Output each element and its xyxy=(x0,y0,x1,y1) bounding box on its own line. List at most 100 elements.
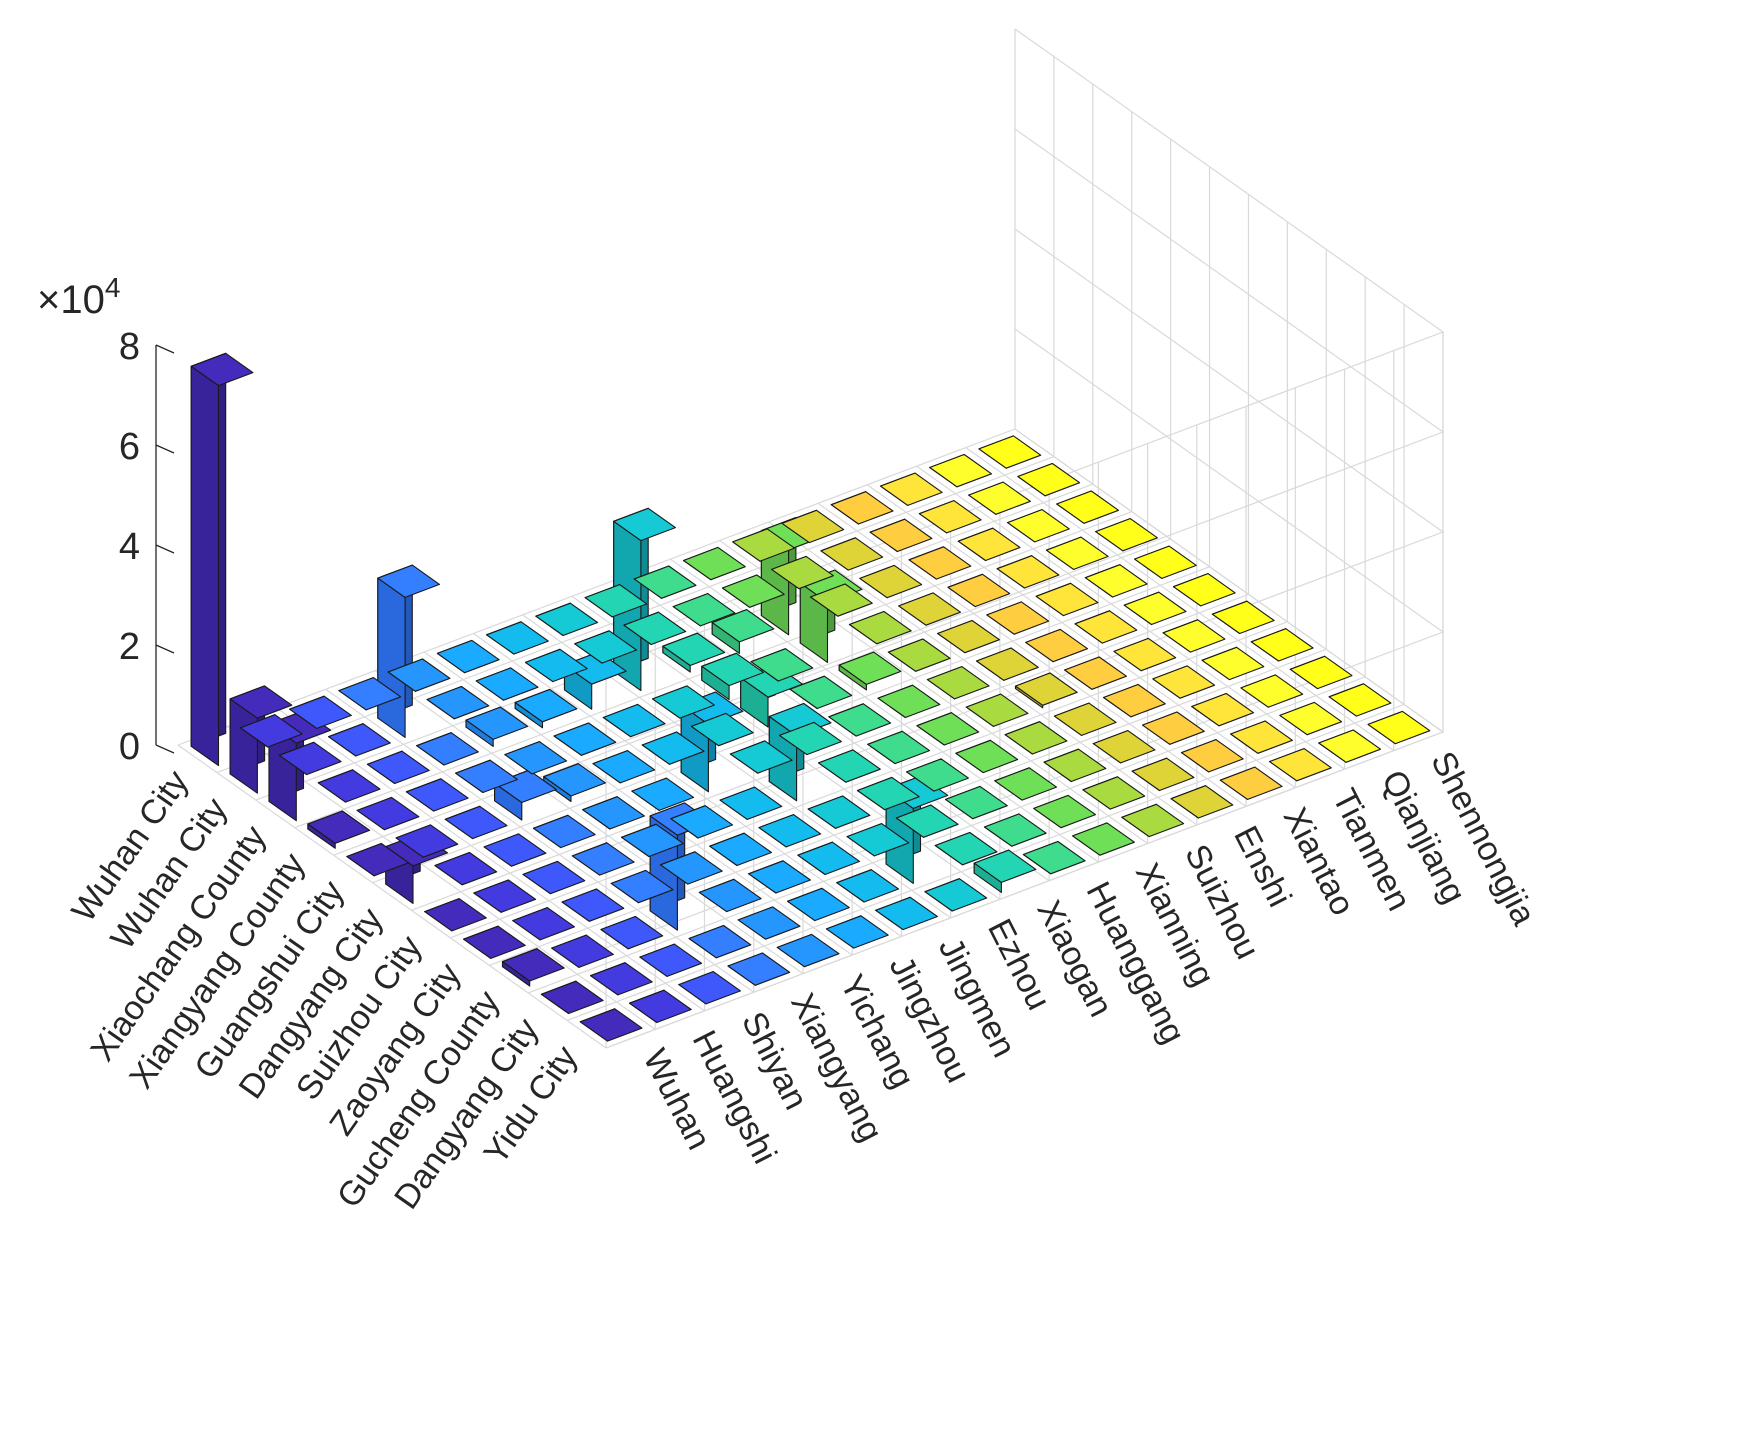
bar-face-top xyxy=(1045,536,1109,570)
bar-10-5 xyxy=(825,915,889,949)
bar-face-top xyxy=(1250,628,1314,662)
bar-1-2 xyxy=(328,723,391,757)
bar-7-2 xyxy=(561,888,625,922)
bar-8-8 xyxy=(895,804,959,838)
bar-4-2 xyxy=(444,805,508,840)
bar-0-8 xyxy=(584,584,648,618)
bar-3-0 xyxy=(307,810,371,849)
bar-9-11 xyxy=(1082,776,1146,810)
grid-line-floor-col-12 xyxy=(768,521,1198,826)
bar-face-top xyxy=(1328,683,1392,717)
bar-9-9 xyxy=(983,813,1047,847)
bar-8-11 xyxy=(1043,748,1107,783)
bar-face-top xyxy=(1074,610,1138,644)
bar-10-16 xyxy=(1367,710,1431,745)
bar-7-8 xyxy=(856,776,920,811)
bar-face-top xyxy=(553,722,617,756)
bar-3-8 xyxy=(701,652,765,701)
bar-face-top xyxy=(395,824,459,858)
bar-7-0 xyxy=(463,925,526,959)
bar-face-top xyxy=(1092,730,1156,764)
bar-face-top xyxy=(1043,748,1107,783)
bar-3-4 xyxy=(504,741,568,775)
bar-face-top xyxy=(416,732,479,766)
bar-3-13 xyxy=(947,573,1011,608)
bar-3-3 xyxy=(455,759,518,794)
bar-face-top xyxy=(976,647,1039,681)
axis-layer: 0 2 4 6 8 xyxy=(119,326,175,768)
bar-face-top xyxy=(1017,462,1081,497)
bar-face-top xyxy=(688,924,752,959)
bar-face-top xyxy=(859,564,923,599)
grid-line-floor-col-10 xyxy=(670,558,1099,863)
z-tick-label-2: 2 xyxy=(119,626,140,668)
bar-face-top xyxy=(475,667,539,701)
bar-face-top xyxy=(846,823,910,857)
bar-8-9 xyxy=(945,785,1008,820)
bar-face-top xyxy=(356,796,420,831)
grid-line-floor-col-4 xyxy=(374,670,804,975)
bar-face-top xyxy=(957,527,1021,562)
bar-7-10 xyxy=(955,739,1019,774)
bar-face-top xyxy=(1056,490,1120,524)
z-exponent-label: ×104 xyxy=(37,272,120,322)
grid-line-z-8 xyxy=(605,28,1445,649)
bar-face-top xyxy=(729,740,793,774)
bar-2-15 xyxy=(1007,509,1070,543)
bar-6-9 xyxy=(867,730,931,765)
bar-4-16 xyxy=(1134,545,1197,579)
bar-0-3 xyxy=(338,677,402,711)
grid-line-floor-col-9 xyxy=(620,577,1050,882)
bar-face-top xyxy=(1180,739,1244,773)
bar-face-top xyxy=(683,546,746,581)
bar-face-top xyxy=(838,651,902,685)
bar-face-top xyxy=(701,652,765,687)
bar-7-13 xyxy=(1103,683,1166,718)
grid-line-floor-col-5 xyxy=(423,651,853,956)
z-tick-label-4: 4 xyxy=(119,526,140,568)
bar-1-13 xyxy=(869,518,933,553)
bar-5-12 xyxy=(976,647,1039,681)
bar-10-13 xyxy=(1219,766,1283,800)
bar-face-top xyxy=(1170,785,1234,819)
bar-10-4 xyxy=(776,933,840,968)
bar-face-top xyxy=(848,610,912,645)
bar-8-14 xyxy=(1191,692,1255,727)
bar-2-1 xyxy=(317,769,381,803)
grid-line-floor-col-0 xyxy=(177,744,607,1049)
bar-3-11 xyxy=(848,610,912,645)
bar-face-top xyxy=(631,777,695,811)
bar-face-top xyxy=(307,810,371,844)
bar-2-2 xyxy=(366,750,430,785)
bar-7-5 xyxy=(709,832,773,867)
bar-0-13 xyxy=(830,491,894,525)
bar-6-8 xyxy=(818,749,881,783)
bar-3-9 xyxy=(750,648,814,682)
grid-line-floor-col-2 xyxy=(276,707,705,1012)
bar-4-12 xyxy=(937,619,1000,654)
bar-0-4 xyxy=(387,658,451,692)
bar-8-16 xyxy=(1289,655,1353,690)
bar-face-top xyxy=(934,831,998,866)
bar-7-1 xyxy=(512,907,576,941)
bar-face-top xyxy=(856,776,920,811)
bar-face-top xyxy=(818,749,881,783)
bar-face-top xyxy=(473,879,537,913)
grid-line-floor-col-3 xyxy=(325,688,755,993)
bar-6-13 xyxy=(1064,656,1127,690)
bar-face-top xyxy=(1172,573,1236,607)
bar-face-top xyxy=(1131,757,1195,792)
bar-1-1 xyxy=(278,741,342,776)
bar-5-9 xyxy=(828,703,892,737)
bar-9-6 xyxy=(836,869,900,903)
grid-line-floor-row-0 xyxy=(177,428,1016,746)
bar-face-top xyxy=(483,833,547,867)
bar-2-9 xyxy=(711,609,775,654)
bar-face-top xyxy=(278,741,342,776)
z-tick-6 xyxy=(155,444,175,454)
bar-face-top xyxy=(486,621,549,655)
bar-face-top xyxy=(1113,637,1177,672)
bar-3-1 xyxy=(356,796,420,831)
bar-face-top xyxy=(1025,628,1089,663)
bar-face-top xyxy=(561,888,625,922)
